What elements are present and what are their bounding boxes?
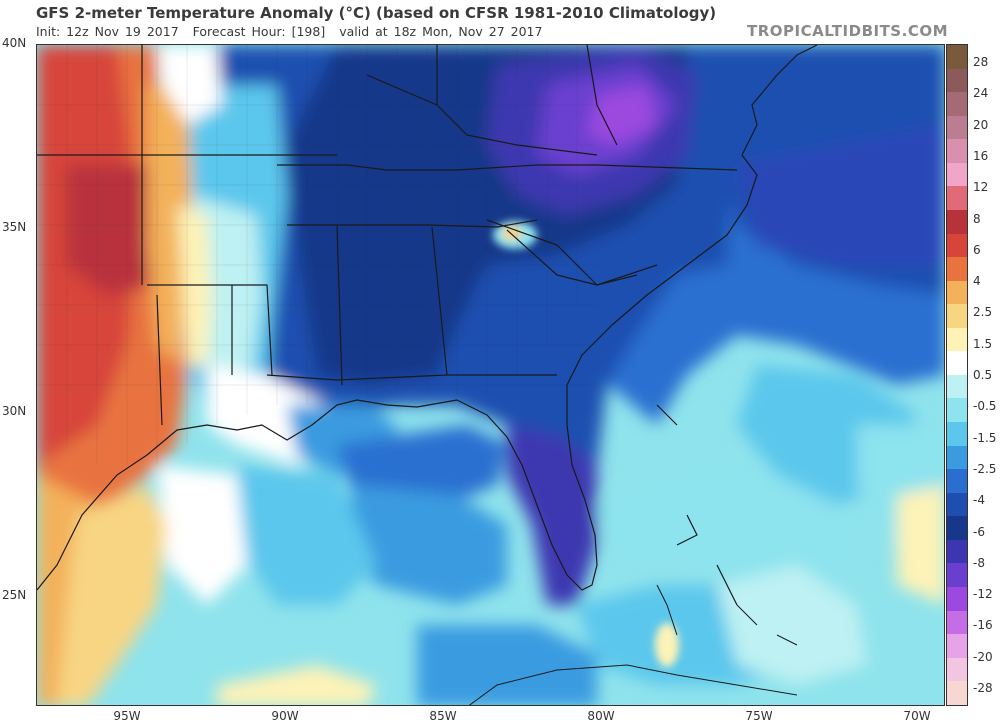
colorbar-label: 1.5: [973, 336, 993, 351]
lon-label-95w: 95W: [113, 709, 141, 723]
colorbar-swatch: [947, 139, 967, 163]
colorbar-swatch: [947, 209, 967, 234]
map-title: GFS 2-meter Temperature Anomaly (°C) (ba…: [36, 4, 717, 22]
init-time: Init: 12z Nov 19 2017: [36, 24, 179, 39]
colorbar-label: -20: [973, 649, 993, 664]
colorbar-swatch: [947, 445, 967, 470]
colorbar-swatch: [947, 186, 967, 210]
colorbar-swatch: [947, 304, 967, 328]
colorbar-label: -12: [973, 587, 993, 602]
colorbar-label: -16: [973, 618, 993, 633]
map-subtitle: Init: 12z Nov 19 2017 Forecast Hour: [19…: [36, 24, 550, 39]
valid-time: valid at 18z Mon, Nov 27 2017: [339, 24, 543, 39]
lon-label-85w: 85W: [429, 709, 457, 723]
colorbar-label: 8: [973, 211, 981, 226]
lat-label-30n: 30N: [2, 404, 27, 418]
colorbar-label: 2.5: [973, 305, 993, 320]
colorbar-swatch: [947, 563, 967, 587]
colorbar-swatch: [947, 634, 967, 658]
colorbar-swatch: [947, 115, 967, 140]
colorbar-label: 12: [973, 180, 989, 195]
colorbar-swatch: [947, 398, 967, 422]
colorbar-label: 20: [973, 117, 989, 132]
colorbar-label: -6: [973, 524, 985, 539]
land-borders: [37, 45, 818, 606]
caribbean-coast: [468, 584, 798, 705]
colorbar: [946, 44, 968, 706]
colorbar-swatch: [947, 610, 967, 635]
colorbar-swatch: [947, 516, 967, 540]
colorbar-swatch: [947, 68, 967, 93]
colorbar-swatch: [947, 257, 967, 281]
colorbar-label: 0.5: [973, 368, 993, 382]
colorbar-label: 6: [973, 242, 981, 257]
colorbar-swatch: [947, 327, 967, 352]
colorbar-label: -4: [973, 493, 985, 508]
lon-label-90w: 90W: [271, 709, 299, 723]
anomaly-detail-layer: [493, 221, 679, 667]
anomaly-fill-layer: [37, 45, 944, 705]
colorbar-label: 28: [973, 55, 989, 69]
lon-label-80w: 80W: [587, 709, 615, 723]
colorbar-swatch: [947, 233, 967, 258]
colorbar-swatch: [947, 351, 967, 375]
anomaly-map[interactable]: [36, 44, 945, 706]
colorbar-label: -8: [973, 555, 985, 570]
colorbar-swatch: [947, 492, 967, 517]
colorbar-swatch: [947, 539, 967, 564]
colorbar-label: -0.5: [973, 399, 997, 414]
colorbar-swatch: [947, 45, 967, 69]
lon-label-70w: 70W: [903, 709, 931, 723]
colorbar-label: -28: [973, 681, 993, 695]
source-watermark: TROPICALTIDBITS.COM: [747, 22, 948, 40]
anomaly-map-canvas: [37, 45, 944, 705]
colorbar-label: -2.5: [973, 461, 997, 476]
colorbar-swatch: [947, 469, 967, 493]
lon-label-75w: 75W: [745, 709, 773, 723]
lat-label-25n: 25N: [2, 588, 27, 602]
colorbar-swatch: [947, 422, 967, 446]
colorbar-swatch: [947, 162, 967, 187]
colorbar-label: 16: [973, 148, 989, 163]
colorbar-swatch: [947, 374, 967, 399]
colorbar-label: -1.5: [973, 430, 997, 445]
colorbar-swatch: [947, 657, 967, 682]
forecast-hour: Forecast Hour: [198]: [192, 24, 326, 39]
colorbar-swatch: [947, 586, 967, 611]
lat-label-35n: 35N: [2, 220, 27, 234]
lat-label-40n: 40N: [2, 36, 27, 50]
colorbar-label: 4: [973, 274, 981, 289]
colorbar-label: 24: [973, 86, 989, 101]
colorbar-swatch: [947, 280, 967, 305]
colorbar-swatch: [947, 681, 967, 705]
colorbar-swatch: [947, 92, 967, 116]
